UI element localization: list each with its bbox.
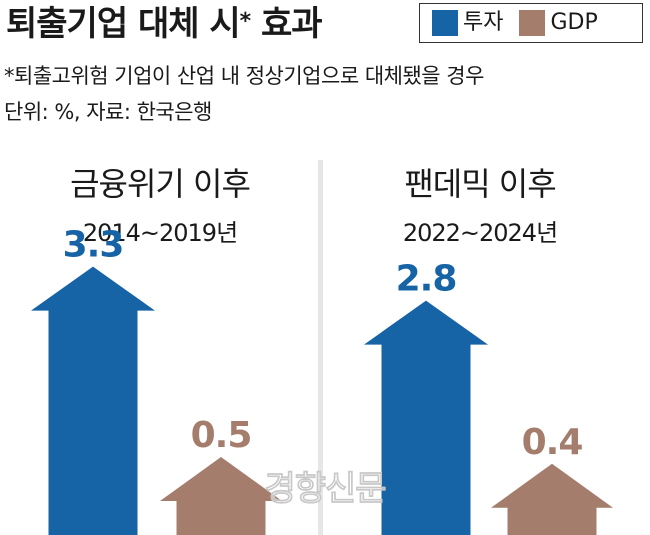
group-title-2: 팬데믹 이후: [404, 165, 555, 203]
footnote: *퇴출고위험 기업이 산업 내 정상기업으로 대체됐을 경우: [4, 64, 484, 88]
investment-value-label-2: 2.8: [396, 259, 457, 300]
legend-swatch-gdp: [519, 10, 546, 36]
title-suffix: 효과: [261, 4, 323, 44]
legend-swatch-investment: [432, 10, 458, 36]
group-title-1: 금융위기 이후: [70, 165, 250, 203]
gdp-arrow-1: [160, 457, 282, 535]
title-text: 퇴출기업 대체 시: [6, 4, 241, 44]
gdp-value-label-1: 0.5: [191, 415, 252, 456]
chart-title: 퇴출기업 대체 시* 효과: [6, 2, 323, 46]
legend-label-investment: 투자: [463, 10, 504, 35]
group-divider: [318, 160, 323, 535]
source-note: 단위: %, 자료: 한국은행: [4, 100, 212, 124]
title-asterisk: *: [239, 9, 251, 34]
gdp-arrow-2: [491, 463, 613, 535]
legend-item-investment: 투자: [432, 10, 503, 36]
gdp-value-label-2: 0.4: [522, 422, 583, 463]
legend: 투자 GDP: [419, 3, 643, 43]
legend-item-gdp: GDP: [519, 10, 598, 36]
group-period-2: 2022~2024년: [403, 219, 557, 247]
watermark: 경향신문: [264, 469, 386, 509]
legend-label-gdp: GDP: [550, 10, 598, 35]
group-period-1: 2014~2019년: [83, 219, 237, 247]
investment-arrow-1: [31, 266, 155, 535]
investment-arrow-2: [364, 300, 488, 535]
investment-value-label-1: 3.3: [63, 225, 124, 266]
